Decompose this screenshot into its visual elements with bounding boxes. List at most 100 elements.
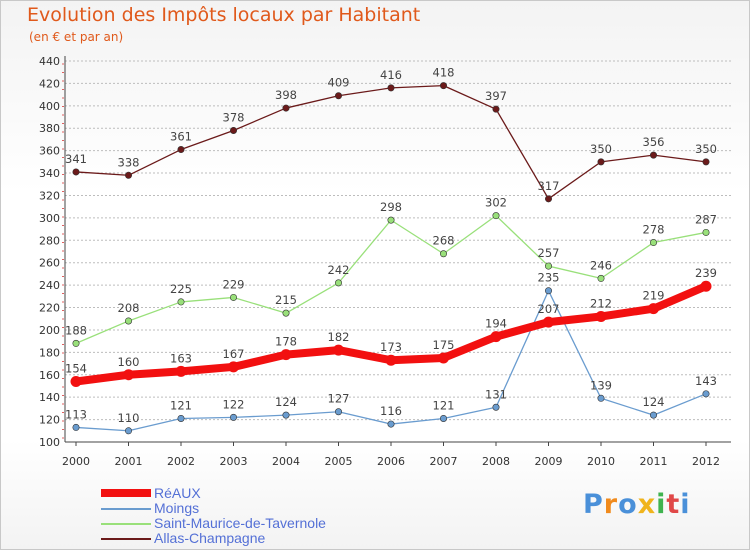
y-tick-label: 420 <box>39 77 60 90</box>
data-point-moings <box>702 390 710 398</box>
data-point-saint-maurice-de-tavernole <box>597 274 605 282</box>
y-tick-label: 320 <box>39 189 60 202</box>
data-label-moings: 139 <box>590 378 612 392</box>
data-point-allas-champagne <box>387 84 395 92</box>
data-point-reaux <box>280 349 292 361</box>
data-label-moings: 110 <box>118 411 140 425</box>
y-tick-label: 360 <box>39 145 60 158</box>
x-tick-label: 2007 <box>430 455 458 468</box>
logo-letter: i <box>680 489 691 520</box>
data-label-moings: 124 <box>643 395 665 409</box>
data-label-moings: 116 <box>380 404 402 418</box>
data-point-reaux <box>595 310 607 322</box>
x-tick-label: 2003 <box>220 455 248 468</box>
legend-swatch-saint-maurice <box>101 523 151 525</box>
data-point-allas-champagne <box>544 195 552 203</box>
data-label-reaux: 173 <box>380 340 402 354</box>
y-tick-label: 140 <box>39 391 60 404</box>
data-point-reaux <box>438 352 449 364</box>
data-label-reaux: 194 <box>485 317 507 331</box>
data-label-reaux: 239 <box>695 266 717 280</box>
x-tick-label: 2000 <box>62 455 90 468</box>
legend-swatch-moings <box>101 508 151 510</box>
y-tick-label: 180 <box>39 346 60 359</box>
data-point-moings <box>649 411 657 419</box>
data-label-allas-champagne: 341 <box>65 152 87 166</box>
data-label-saint-maurice-de-tavernole: 188 <box>65 323 87 337</box>
proxiti-logo: Proxiti <box>583 489 691 520</box>
legend-item-moings: Moings <box>101 500 431 516</box>
data-point-reaux <box>385 354 397 366</box>
data-point-allas-champagne <box>649 151 657 159</box>
data-point-saint-maurice-de-tavernole <box>649 239 657 247</box>
logo-letter: P <box>583 489 604 520</box>
data-label-reaux: 160 <box>118 355 140 369</box>
data-label-saint-maurice-de-tavernole: 208 <box>118 301 140 315</box>
data-point-moings <box>125 427 133 435</box>
data-label-saint-maurice-de-tavernole: 278 <box>643 223 665 237</box>
logo-letter: x <box>637 489 657 520</box>
data-point-moings <box>387 420 395 428</box>
y-tick-label: 220 <box>39 302 60 315</box>
series-line-saint-maurice-de-tavernole <box>75 214 707 345</box>
data-label-allas-champagne: 409 <box>328 76 350 90</box>
data-point-moings <box>72 423 80 431</box>
x-tick-label: 2009 <box>535 455 563 468</box>
data-label-allas-champagne: 338 <box>118 155 140 169</box>
chart-subtitle: (en € et par an) <box>29 30 124 44</box>
data-label-reaux: 154 <box>65 361 87 375</box>
data-label-allas-champagne: 361 <box>170 130 192 144</box>
data-label-allas-champagne: 418 <box>433 66 455 80</box>
data-label-moings: 131 <box>485 387 507 401</box>
data-point-allas-champagne <box>597 158 605 166</box>
data-label-allas-champagne: 378 <box>223 110 245 124</box>
x-tick-label: 2002 <box>167 455 195 468</box>
data-point-moings <box>492 403 500 411</box>
data-point-moings <box>177 414 185 422</box>
y-tick-label: 160 <box>39 369 60 382</box>
data-point-saint-maurice-de-tavernole <box>125 317 133 325</box>
data-point-allas-champagne <box>177 146 185 154</box>
data-point-allas-champagne <box>72 168 80 176</box>
data-point-moings <box>544 287 552 295</box>
logo-letter: r <box>603 489 619 520</box>
legend-label-reaux: RéAUX <box>154 485 201 501</box>
data-point-reaux <box>648 303 659 315</box>
data-point-saint-maurice-de-tavernole <box>702 228 710 236</box>
y-tick-label: 200 <box>39 324 60 337</box>
data-label-reaux: 182 <box>328 330 350 344</box>
data-label-allas-champagne: 416 <box>380 68 402 82</box>
data-point-saint-maurice-de-tavernole <box>492 212 500 220</box>
x-tick-label: 2012 <box>692 455 720 468</box>
data-label-allas-champagne: 350 <box>695 142 717 156</box>
data-point-saint-maurice-de-tavernole <box>334 279 342 287</box>
legend-label-moings: Moings <box>154 500 200 516</box>
y-tick-label: 300 <box>39 212 60 225</box>
data-label-saint-maurice-de-tavernole: 257 <box>538 246 560 260</box>
y-tick-label: 340 <box>39 167 60 180</box>
data-label-reaux: 219 <box>643 289 665 303</box>
data-label-saint-maurice-de-tavernole: 229 <box>223 277 245 291</box>
data-label-moings: 124 <box>275 395 297 409</box>
x-tick-label: 2010 <box>587 455 615 468</box>
legend-item-reaux: RéAUX <box>101 485 431 501</box>
data-label-saint-maurice-de-tavernole: 225 <box>170 282 192 296</box>
legend-label-saint-maurice: Saint-Maurice-de-Tavernole <box>154 515 326 531</box>
y-tick-label: 240 <box>39 279 60 292</box>
y-tick-label: 100 <box>39 436 60 449</box>
x-tick-label: 2001 <box>115 455 143 468</box>
data-label-moings: 122 <box>223 397 245 411</box>
data-label-saint-maurice-de-tavernole: 287 <box>695 212 717 226</box>
data-point-allas-champagne <box>492 105 500 113</box>
y-tick-label: 280 <box>39 234 60 247</box>
data-label-moings: 127 <box>328 392 350 406</box>
data-label-allas-champagne: 317 <box>538 179 560 193</box>
data-point-moings <box>282 411 290 419</box>
data-point-allas-champagne <box>230 126 238 134</box>
data-point-reaux <box>228 361 239 373</box>
data-point-saint-maurice-de-tavernole <box>439 250 447 258</box>
legend-item-allas: Allas-Champagne <box>101 530 431 546</box>
data-label-moings: 113 <box>65 407 87 421</box>
data-point-allas-champagne <box>125 171 133 179</box>
